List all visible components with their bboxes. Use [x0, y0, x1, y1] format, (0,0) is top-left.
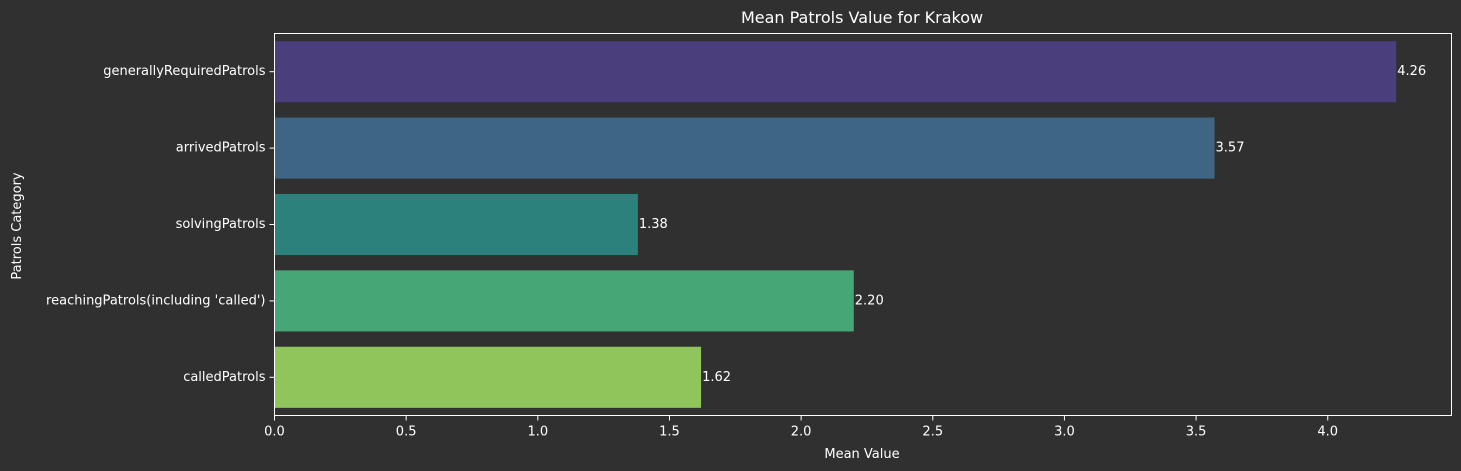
bars-group [274, 41, 1397, 408]
x-tick-label: 2.5 [922, 425, 943, 440]
bar-labels-group: 4.26 3.57 1.38 2.20 1.62 [639, 64, 1426, 385]
chart-title: Mean Patrols Value for Krakow [741, 8, 983, 27]
data-label-reachingPatrols(including 'called'): 2.20 [855, 293, 884, 308]
y-tick-label: arrivedPatrols [176, 141, 266, 156]
data-label-solvingPatrols: 1.38 [639, 217, 668, 232]
data-label-arrivedPatrols: 3.57 [1216, 141, 1245, 156]
y-tick-label: reachingPatrols(including 'called') [46, 293, 265, 308]
bar-solvingPatrols [274, 193, 638, 256]
x-tick-label: 2.0 [791, 425, 812, 440]
y-axis-title: Patrols Category [10, 172, 25, 280]
bar-reachingPatrols(including 'called') [274, 270, 854, 332]
x-tick-label: 3.5 [1186, 425, 1207, 440]
x-axis-ticks: 0.0 0.5 1.0 1.5 2.0 2.5 3.0 3.5 4.0 [264, 415, 1338, 440]
bar-calledPatrols [274, 346, 702, 408]
data-label-generallyRequiredPatrols: 4.26 [1397, 64, 1426, 79]
y-tick-label: generallyRequiredPatrols [103, 64, 266, 79]
bar-arrivedPatrols [274, 117, 1215, 179]
x-tick-label: 1.5 [659, 425, 680, 440]
x-tick-label: 0.5 [396, 425, 417, 440]
x-tick-label: 3.0 [1054, 425, 1075, 440]
y-tick-label: calledPatrols [183, 370, 266, 385]
x-axis-title: Mean Value [824, 447, 899, 462]
y-tick-label: solvingPatrols [176, 217, 266, 232]
x-tick-label: 1.0 [527, 425, 548, 440]
bar-generallyRequiredPatrols [274, 41, 1397, 103]
data-label-calledPatrols: 1.62 [702, 370, 731, 385]
y-axis-ticks: generallyRequiredPatrols arrivedPatrols so… [46, 64, 275, 385]
x-tick-label: 0.0 [264, 425, 285, 440]
x-tick-label: 4.0 [1317, 425, 1338, 440]
